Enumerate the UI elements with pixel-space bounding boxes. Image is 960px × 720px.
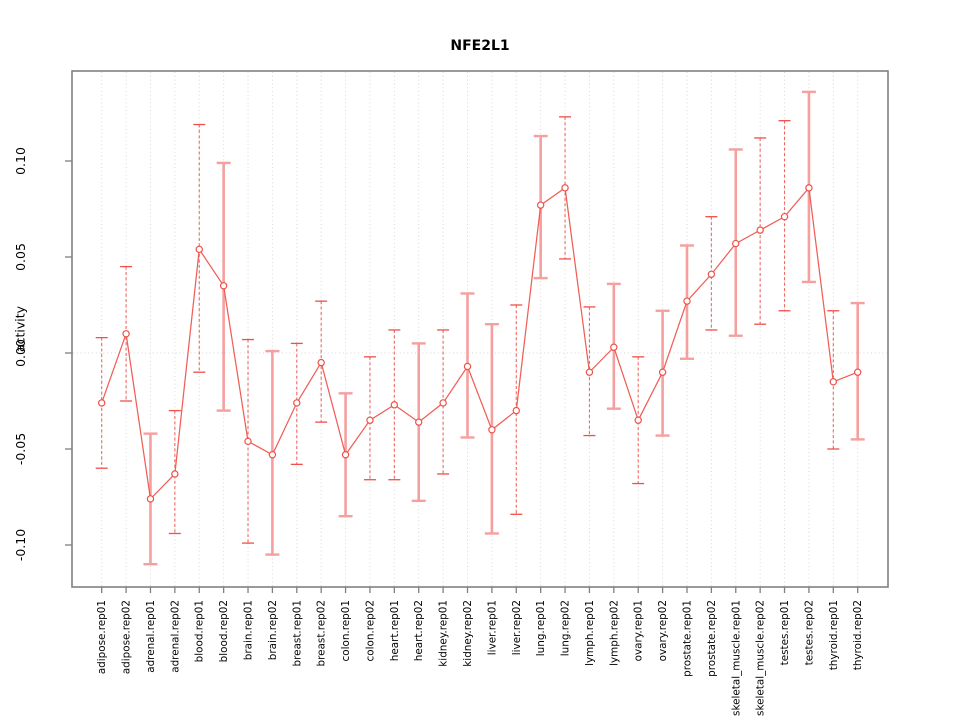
data-point [341, 451, 350, 459]
data-point [536, 201, 545, 209]
data-point [390, 401, 399, 409]
data-point [756, 226, 764, 234]
x-tick-label: adipose.rep01 [96, 600, 108, 674]
x-tick-label: thyroid.rep02 [852, 600, 864, 670]
x-tick-label: skeletal_muscle.rep02 [755, 600, 767, 716]
data-point [780, 212, 789, 221]
y-tick-label: 0.00 [13, 339, 28, 367]
data-point [585, 368, 594, 376]
x-tick-label: heart.rep02 [413, 600, 425, 661]
x-tick-label: brain.rep01 [243, 600, 255, 660]
data-point [707, 270, 716, 278]
data-point [853, 368, 862, 376]
y-tick-label: -0.10 [13, 529, 28, 561]
x-tick-label: adrenal.rep02 [169, 600, 181, 673]
x-tick-label: breast.rep02 [316, 600, 328, 666]
data-point [488, 426, 496, 434]
x-tick-label: testes.rep01 [779, 600, 791, 665]
data-point [805, 184, 813, 192]
data-point [415, 418, 423, 426]
x-tick-label: thyroid.rep01 [828, 600, 840, 670]
x-tick-label: adipose.rep02 [121, 600, 133, 674]
x-tick-label: lung.rep02 [560, 600, 572, 656]
data-point [219, 282, 228, 290]
data-point [97, 399, 106, 407]
data-point [122, 330, 130, 338]
data-point [317, 358, 325, 367]
data-point [829, 378, 838, 386]
x-tick-label: ovary.rep02 [657, 600, 669, 661]
plot-frame [71, 70, 889, 588]
data-point [244, 437, 252, 446]
x-tick-label: heart.rep01 [389, 600, 401, 661]
x-tick-label: prostate.rep01 [681, 600, 693, 677]
x-tick-label: liver.rep01 [486, 600, 498, 655]
x-tick-label: ovary.rep01 [633, 600, 645, 661]
x-tick-label: lung.rep01 [535, 600, 547, 656]
x-tick-label: colon.rep01 [340, 600, 352, 661]
data-point [439, 399, 447, 407]
data-point [561, 184, 569, 192]
x-tick-label: blood.rep01 [194, 600, 206, 662]
x-tick-label: lymph.rep02 [608, 600, 620, 666]
data-point [268, 451, 277, 459]
data-point [463, 362, 472, 371]
x-tick-label: prostate.rep02 [706, 600, 718, 677]
data-point [634, 416, 642, 424]
x-tick-label: kidney.rep01 [438, 600, 450, 667]
y-tick-label: 0.10 [13, 147, 28, 175]
data-point [683, 297, 691, 305]
x-tick-label: kidney.rep02 [462, 600, 474, 667]
series-line [101, 186, 858, 501]
x-tick-label: testes.rep02 [803, 600, 815, 665]
data-point [610, 343, 618, 351]
x-tick-label: skeletal_muscle.rep01 [730, 600, 742, 716]
data-point [512, 406, 520, 415]
x-tick-label: blood.rep02 [218, 600, 230, 662]
x-tick-label: breast.rep01 [291, 600, 303, 666]
data-point [293, 399, 301, 407]
data-point [171, 470, 179, 478]
data-point [366, 416, 374, 424]
x-tick-label: colon.rep02 [364, 600, 376, 661]
x-tick-label: brain.rep02 [267, 600, 279, 660]
data-point [146, 495, 155, 503]
data-point [732, 239, 740, 248]
chart-title: NFE2L1 [450, 38, 510, 54]
y-tick-label: -0.05 [13, 433, 28, 465]
x-tick-label: liver.rep02 [511, 600, 523, 655]
x-tick-label: lymph.rep01 [584, 600, 596, 666]
data-point [658, 368, 667, 376]
x-tick-label: adrenal.rep01 [145, 600, 157, 673]
y-tick-label: 0.05 [13, 243, 28, 271]
data-point [195, 245, 203, 254]
